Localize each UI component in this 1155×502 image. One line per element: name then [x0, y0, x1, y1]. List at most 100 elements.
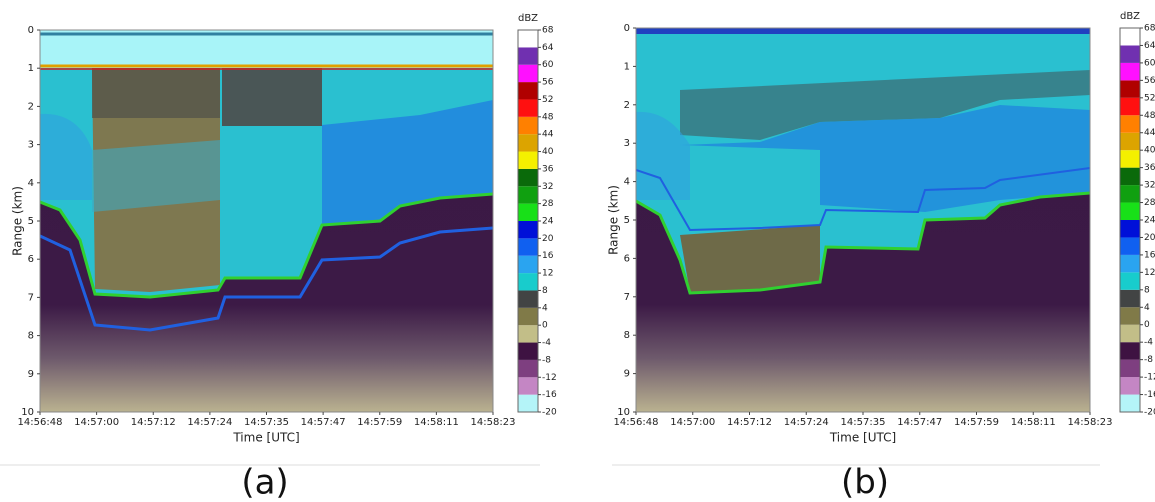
y-tick-label: 1	[624, 61, 630, 72]
y-axis-label: Range (km)	[607, 185, 621, 255]
colorbar-bin	[518, 134, 538, 152]
y-tick-label: 10	[21, 407, 34, 418]
x-tick-label: 14:56:48	[614, 417, 659, 428]
colorbar-tick-label: 28	[542, 199, 554, 209]
colorbar-bin	[518, 116, 538, 135]
colorbar-bin	[1120, 289, 1140, 308]
caption: (b)	[841, 463, 889, 502]
y-tick-label: 9	[624, 369, 630, 380]
colorbar-tick-label: 60	[542, 60, 554, 70]
x-tick-label: 14:58:11	[414, 417, 459, 428]
colorbar-tick-label: 0	[542, 321, 548, 331]
colorbar-bin	[518, 238, 538, 256]
colorbar-bin	[518, 168, 538, 187]
colorbar-tick-label: 12	[1144, 268, 1155, 278]
colorbar-tick-label: 68	[1144, 24, 1155, 34]
colorbar-bin	[1120, 237, 1140, 255]
colorbar-tick-label: 64	[542, 43, 554, 53]
x-tick-label: 14:58:11	[1011, 417, 1056, 428]
y-tick-label: 8	[624, 330, 630, 341]
x-tick-label: 14:57:47	[897, 417, 942, 428]
colorbar-tick-label: 44	[1144, 128, 1155, 138]
colorbar-bin	[1120, 359, 1140, 378]
x-tick-label: 14:57:35	[841, 417, 886, 428]
y-tick-label: 9	[28, 369, 34, 380]
colorbar-bin	[1120, 115, 1140, 133]
colorbar-tick-label: -4	[542, 338, 551, 348]
colorbar-title: dBZ	[518, 13, 538, 24]
y-tick-label: 4	[28, 178, 34, 189]
colorbar-tick-label: 40	[1144, 146, 1155, 156]
colorbar-bin	[518, 221, 538, 239]
colorbar-bin	[518, 377, 538, 395]
colorbar-bin	[1120, 62, 1140, 81]
x-tick-label: 14:57:59	[357, 417, 402, 428]
x-tick-label: 14:58:23	[471, 417, 516, 428]
colorbar-bin	[1120, 202, 1140, 220]
colorbar-tick-label: 48	[542, 112, 554, 122]
y-axis-label: Range (km)	[11, 186, 25, 256]
x-axis-label: Time [UTC]	[232, 431, 299, 445]
colorbar-bin	[1120, 377, 1140, 395]
colorbar-tick-label: 32	[542, 182, 553, 192]
colorbar-bin	[518, 203, 538, 221]
colorbar-tick-label: 20	[1144, 233, 1155, 243]
radar-image	[40, 30, 493, 412]
colorbar-tick-label: 8	[1144, 285, 1150, 295]
colorbar-tick-label: 56	[1144, 76, 1155, 86]
colorbar-bin	[1120, 28, 1140, 46]
x-tick-label: 14:57:24	[187, 417, 232, 428]
colorbar-bin	[518, 82, 538, 100]
x-axis-label: Time [UTC]	[829, 431, 896, 445]
colorbar-tick-label: 0	[1144, 320, 1150, 330]
colorbar-bin	[1120, 394, 1140, 412]
colorbar-bin	[518, 307, 538, 326]
colorbar-tick-label: 24	[1144, 216, 1155, 226]
x-tick-label: 14:57:00	[670, 417, 715, 428]
colorbar-bin	[518, 186, 538, 204]
colorbar-bin	[1120, 307, 1140, 325]
colorbar-tick-label: 36	[542, 164, 554, 174]
y-tick-label: 6	[28, 254, 34, 265]
x-tick-label: 14:57:35	[244, 417, 289, 428]
colorbar-tick-label: 60	[1144, 58, 1155, 68]
y-tick-label: 2	[624, 100, 630, 111]
colorbar-bin	[1120, 220, 1140, 238]
colorbar-tick-label: -4	[1144, 338, 1153, 348]
colorbar-tick-label: 16	[1144, 250, 1155, 260]
colorbar-bin	[518, 64, 538, 83]
y-tick-label: 7	[624, 292, 630, 303]
colorbar-tick-label: -8	[542, 355, 551, 365]
x-tick-label: 14:57:12	[727, 417, 772, 428]
colorbar-tick-label: 8	[542, 286, 548, 296]
colorbar-bin	[518, 255, 538, 274]
y-tick-label: 10	[617, 407, 630, 418]
colorbar-bin	[1120, 132, 1140, 151]
y-tick-label: 5	[624, 215, 630, 226]
colorbar-bin	[518, 47, 538, 65]
colorbar-tick-label: 64	[1144, 41, 1155, 51]
x-tick-label: 14:58:23	[1068, 417, 1113, 428]
colorbar-bin	[1120, 45, 1140, 63]
colorbar-bin	[1120, 97, 1140, 116]
y-tick-label: 7	[28, 292, 34, 303]
x-tick-label: 14:57:12	[131, 417, 176, 428]
y-tick-label: 2	[28, 101, 34, 112]
x-tick-label: 14:57:47	[301, 417, 346, 428]
colorbar-bin	[1120, 167, 1140, 186]
colorbar-tick-label: -16	[1144, 390, 1155, 400]
caption: (a)	[241, 463, 288, 502]
x-tick-label: 14:57:59	[954, 417, 999, 428]
colorbar-tick-label: 52	[1144, 93, 1155, 103]
y-tick-label: 4	[624, 177, 630, 188]
colorbar-bin	[1120, 80, 1140, 98]
colorbar-tick-label: 24	[542, 217, 554, 227]
y-tick-label: 6	[624, 253, 630, 264]
y-tick-label: 3	[624, 138, 630, 149]
colorbar-bin	[518, 99, 538, 117]
colorbar-bin	[1120, 185, 1140, 203]
colorbar-tick-label: -12	[542, 373, 557, 383]
colorbar-bin	[1120, 254, 1140, 273]
y-tick-label: 8	[28, 331, 34, 342]
